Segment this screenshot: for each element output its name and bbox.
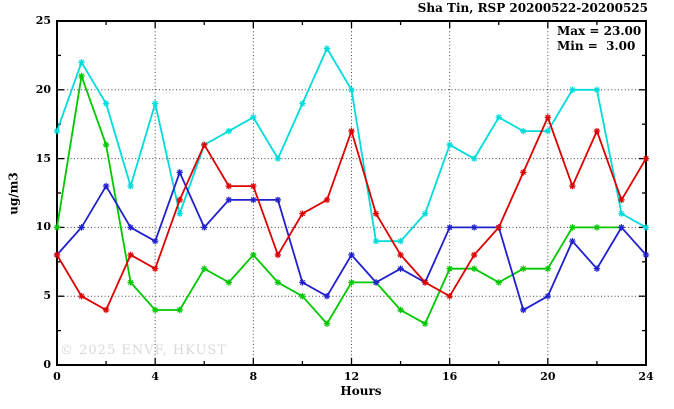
y-tick-label: 15 <box>35 151 51 165</box>
x-tick-label: 8 <box>249 370 258 383</box>
series-red-markers <box>53 114 650 314</box>
series-green-line <box>56 75 622 326</box>
y-tick-label: 25 <box>35 14 51 27</box>
legend-max: Max = 23.00 <box>557 24 642 38</box>
x-tick-label: 20 <box>540 370 556 383</box>
chart-title: Sha Tin, RSP 20200522-20200525 <box>417 1 648 15</box>
series-green-markers <box>53 72 625 327</box>
x-axis-label: Hours <box>340 384 382 398</box>
series-green <box>53 72 625 327</box>
axis-ticks <box>56 20 647 366</box>
y-tick-label: 5 <box>43 289 51 303</box>
x-tick-label: 12 <box>343 370 360 383</box>
y-tick-label: 20 <box>35 82 51 96</box>
series-blue <box>53 169 650 314</box>
y-tick-label: 0 <box>43 358 51 371</box>
gridlines <box>57 21 646 365</box>
x-tick-label: 4 <box>151 370 159 383</box>
legend-box: Max = 23.00 Min = 3.00 <box>557 24 641 54</box>
y-axis-label: ug/m3 <box>6 172 21 215</box>
y-tick-label: 10 <box>35 220 51 234</box>
x-tick-label: 24 <box>638 370 654 383</box>
series-blue-markers <box>53 169 650 314</box>
series-cyan <box>53 45 650 245</box>
series-blue-line <box>56 169 647 312</box>
x-tick-label: 16 <box>442 370 458 383</box>
legend-min: Min = 3.00 <box>557 39 636 53</box>
series-red <box>53 114 650 314</box>
watermark: © 2025 ENVF, HKUST <box>60 343 227 358</box>
x-tick-label: 0 <box>53 370 61 383</box>
